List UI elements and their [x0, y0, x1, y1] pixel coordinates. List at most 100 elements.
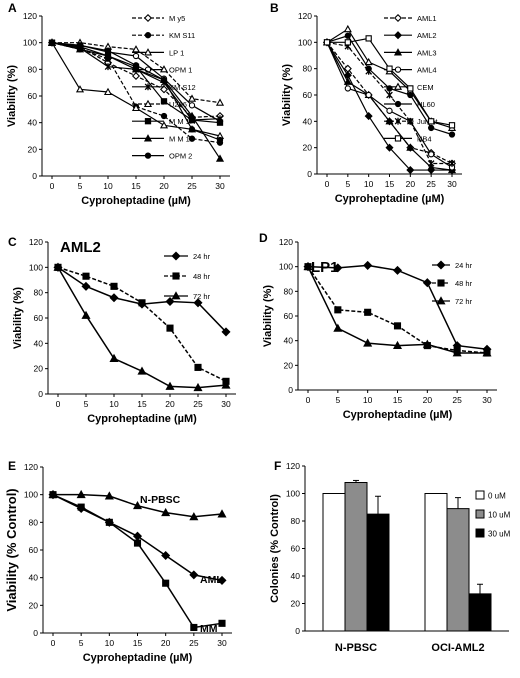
data-point [190, 623, 198, 632]
data-point [105, 518, 113, 526]
legend-label: CEM [417, 83, 434, 92]
bar [366, 513, 390, 632]
y-tick-label: 20 [284, 360, 294, 370]
y-tick-label: 80 [303, 64, 313, 74]
category-label: N-PBSC [335, 642, 377, 654]
data-point [193, 298, 203, 308]
y-tick-label: 120 [279, 237, 293, 247]
data-point [104, 491, 114, 500]
data-point [482, 348, 492, 357]
data-point [103, 51, 113, 60]
y-tick-label: 60 [303, 90, 313, 100]
panel-e: 0 20 40 60 80 100 120 0 5 10 15 20 25 30 Cyproheptadin… [4, 459, 232, 664]
data-point [422, 278, 432, 288]
series-label: MM [200, 623, 218, 635]
data-point [189, 512, 199, 521]
data-point [138, 299, 146, 307]
x-tick-label: 5 [84, 399, 89, 409]
x-tick-label: 25 [187, 181, 197, 191]
chart-title: AML2 [60, 239, 101, 256]
y-tick-label: 0 [288, 385, 293, 395]
x-axis-title: Cyproheptadine (µM) [83, 652, 193, 664]
legend-marker [171, 291, 181, 300]
x-tick-label: 30 [482, 395, 492, 405]
y-tick-label: 100 [279, 262, 293, 272]
y-tick-label: 20 [28, 144, 38, 154]
x-tick-label: 5 [79, 638, 84, 648]
y-axis-title: Viability (%) [6, 65, 18, 127]
legend-swatch [475, 528, 485, 538]
data-point [160, 98, 168, 105]
data-point [428, 118, 435, 125]
y-tick-label: 120 [298, 11, 312, 21]
data-point [159, 121, 169, 129]
legend-label: AML3 [417, 48, 437, 57]
data-point [333, 263, 343, 273]
y-tick-label: 0 [32, 171, 37, 181]
data-point [365, 91, 372, 99]
legend-marker [143, 13, 153, 23]
y-tick-label: 60 [28, 91, 38, 101]
x-tick-label: 20 [165, 399, 175, 409]
data-point [104, 63, 112, 71]
y-tick-label: 60 [291, 544, 301, 554]
legend-marker [436, 296, 446, 305]
data-point [110, 282, 118, 290]
legend-marker [143, 134, 153, 142]
data-point [131, 45, 141, 53]
x-tick-label: 5 [335, 395, 340, 405]
y-tick-label: 40 [29, 573, 39, 583]
x-axis-title: Cyproheptadine (µM) [87, 413, 197, 425]
data-point [448, 131, 456, 138]
y-tick-label: 100 [286, 489, 300, 499]
panel-label: F [274, 459, 281, 473]
panel-label: E [8, 459, 16, 473]
legend-label: 30 uM [488, 530, 511, 539]
data-point [194, 363, 202, 371]
legend-label: 24 hr [193, 252, 211, 261]
data-point [193, 382, 203, 392]
legend-label: HL60 [417, 100, 435, 109]
legend-label: OPM 2 [169, 152, 192, 161]
legend-label: M M 1S [169, 134, 195, 143]
legend-label: KM S12 [169, 83, 196, 92]
data-point [217, 575, 227, 585]
data-point [75, 45, 85, 53]
data-point [109, 353, 119, 362]
data-point [365, 67, 372, 75]
data-point [386, 65, 393, 72]
y-tick-label: 0 [38, 389, 43, 399]
data-point [364, 308, 372, 316]
panel-c: 0 20 40 60 80 100 120 0 5 10 15 20 25 30 Cyproheptadin… [8, 235, 236, 425]
data-point [159, 85, 169, 94]
data-point [77, 503, 85, 511]
panel-a: 0 20 40 60 80 100 120 0 5 10 15 20 25 30 Cyproheptadin… [6, 1, 230, 207]
legend-label: M M 1R [169, 117, 196, 126]
data-point [386, 85, 393, 92]
legend-swatch [475, 509, 485, 519]
data-point [428, 124, 435, 132]
y-axis-title: Viability (%) [281, 64, 293, 126]
x-tick-label: 30 [215, 181, 225, 191]
data-point [82, 272, 90, 280]
x-tick-label: 20 [406, 179, 416, 189]
y-tick-label: 20 [34, 364, 44, 374]
data-point [215, 98, 225, 106]
x-tick-label: 0 [50, 181, 55, 191]
panel-label: B [270, 1, 279, 15]
data-point [188, 126, 196, 133]
y-tick-label: 80 [29, 517, 39, 527]
x-tick-label: 20 [159, 181, 169, 191]
y-tick-label: 0 [295, 626, 300, 636]
y-tick-label: 120 [286, 461, 300, 471]
data-point [133, 539, 142, 547]
data-point [81, 310, 91, 319]
legend-label: 48 hr [455, 279, 473, 288]
data-point [386, 107, 393, 114]
data-point [81, 281, 91, 291]
legend-marker [437, 279, 445, 287]
x-tick-label: 25 [193, 399, 203, 409]
legend-marker [393, 82, 403, 90]
x-tick-label: 10 [364, 179, 374, 189]
